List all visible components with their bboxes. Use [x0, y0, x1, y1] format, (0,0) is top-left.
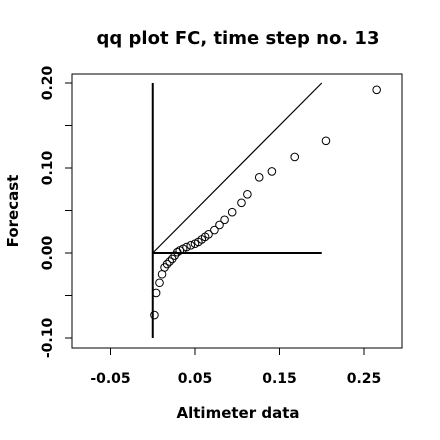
data-point [254, 173, 264, 182]
data-point [150, 310, 159, 320]
y-axis: -0.10 0.00 0.10 0.20 [40, 65, 72, 358]
x-axis: -0.05 0.05 0.15 0.25 [90, 348, 381, 387]
data-point [210, 225, 219, 235]
data-point [227, 207, 237, 217]
data-point [237, 198, 246, 208]
data-point [220, 215, 229, 225]
data-point [155, 278, 164, 288]
y-tick-label: -0.10 [40, 318, 56, 359]
data-point [186, 241, 196, 250]
y-axis-label: Forecast [4, 175, 22, 248]
x-axis-label: Altimeter data [177, 404, 300, 422]
data-point [182, 242, 191, 252]
x-tick-label: -0.05 [90, 371, 130, 387]
data-points [150, 85, 381, 320]
data-point [215, 220, 224, 230]
data-point [151, 288, 161, 298]
y-tick-label: 0.10 [40, 150, 56, 185]
data-point [162, 259, 172, 269]
reference-lines [151, 82, 323, 338]
identity-line [152, 82, 323, 254]
chart-title: qq plot FC, time step no. 13 [97, 28, 380, 49]
data-point [372, 85, 381, 95]
data-point [267, 167, 277, 176]
data-point [243, 190, 252, 199]
y-tick-label: 0.00 [40, 235, 56, 270]
data-point [165, 257, 174, 266]
data-point [204, 230, 213, 239]
data-point [321, 136, 331, 146]
x-tick-label: 0.05 [178, 371, 213, 387]
x-tick-label: 0.25 [347, 371, 382, 387]
plot-frame [71, 73, 403, 349]
data-point [290, 152, 300, 162]
y-tick-label: 0.20 [40, 65, 56, 100]
x-tick-label: 0.15 [262, 371, 297, 387]
